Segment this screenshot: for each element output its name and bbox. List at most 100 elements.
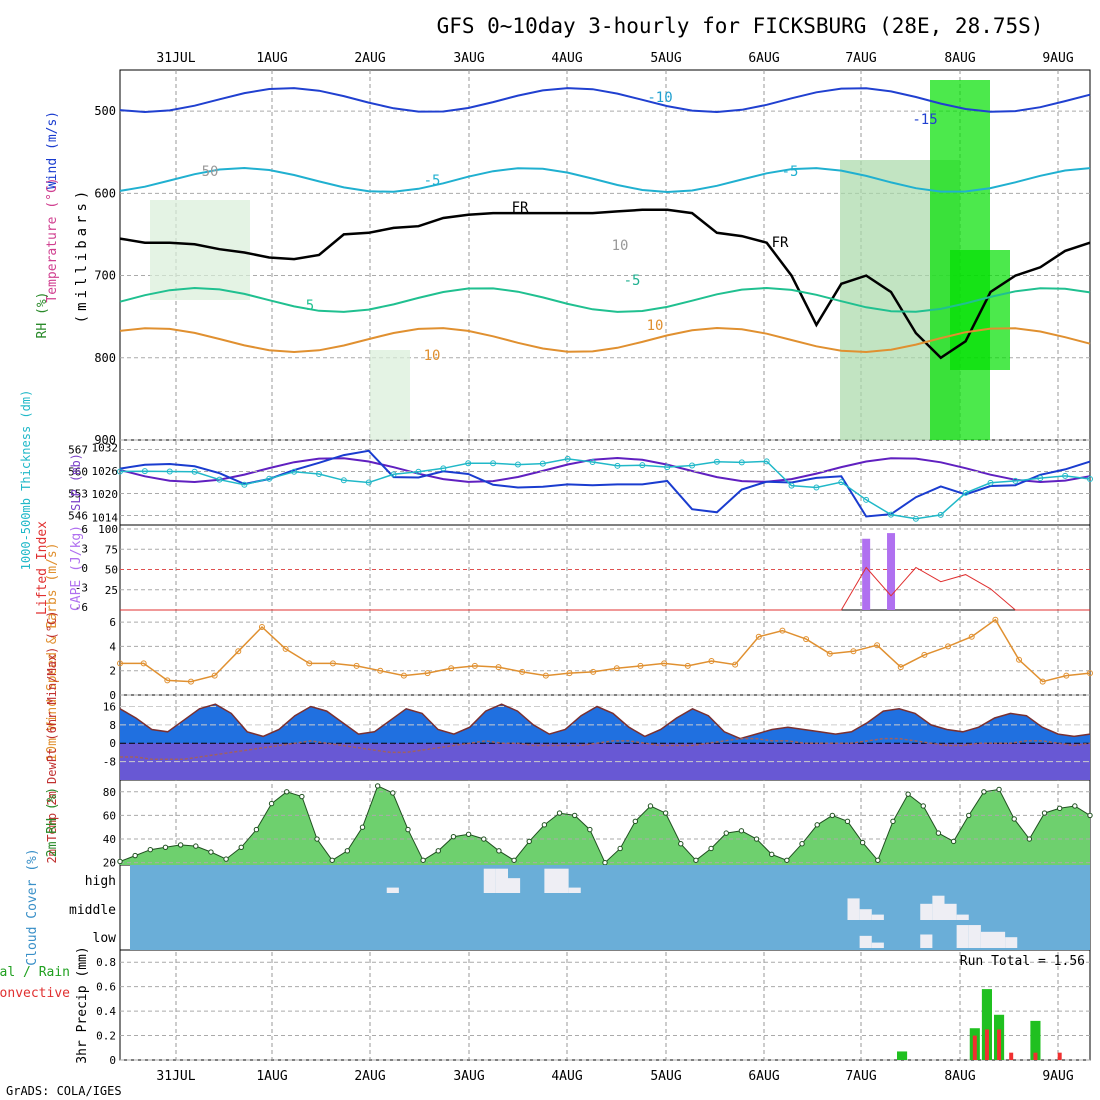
contour-label: 10 [424,348,441,364]
rh-point [496,848,502,854]
rh-point [920,803,926,809]
thickness-point [1087,476,1093,483]
rh-point [632,818,639,825]
wind-speed-point [1087,670,1093,677]
cape-frame [119,524,1091,611]
wind-speed-point [921,651,928,658]
wind-tick: 4 [109,640,116,653]
thickness-point [266,475,273,482]
thickness-point [713,458,720,465]
cape-tick: 75 [105,543,118,556]
rh-tick: 80 [103,786,116,799]
cloud-bar [871,914,884,920]
freezing-level-line [119,208,1091,360]
wind-speed-point [424,670,431,677]
rh-point [374,783,381,789]
thickness-point [340,477,347,484]
rh-point [905,791,911,797]
pressure-tick: 700 [94,269,116,283]
slp-tick: 1026 [92,465,119,478]
rh-point [147,846,154,853]
contour-label: -5 [624,273,641,289]
lifted-tick: -6 [75,601,88,614]
rh-point [693,857,699,863]
wind-speed-point [495,664,502,671]
cloud-bar [508,878,521,893]
wind-speed-point [1039,678,1046,685]
wind-tick: 2 [109,665,116,678]
rh-point [678,841,684,847]
contour-label: 50 [202,164,219,180]
temperature-contour [119,166,1091,194]
rh-point [571,812,578,819]
lifted-tick: -3 [75,582,88,595]
wind-speed-point [803,636,810,643]
slp-tick: 1020 [92,488,119,501]
rh-point [1026,836,1033,842]
contour-label: -5 [782,164,799,180]
wind-speed-point [258,624,265,630]
thickness-point [117,468,123,475]
thickness-point [589,459,596,466]
rh-point [450,833,457,840]
rh-point [526,838,532,845]
thickness-point [763,458,770,465]
wind-speed-point [1063,672,1070,679]
thickness-point [888,511,895,518]
wind-speed-point [590,668,597,675]
cloud-bar [920,934,933,948]
date-label-bottom: 7AUG [845,1069,876,1084]
thickness-point [315,471,322,477]
run-total: Run Total = 1.56 [960,954,1085,969]
thickness-point [738,459,745,466]
thickness-point [788,482,795,489]
rh-point [314,836,320,842]
thickness-point [539,460,546,467]
wind-speed-point [637,662,644,669]
wind-speed-point [779,627,786,634]
thickness-point [191,468,198,475]
cloud-bar [871,942,884,948]
upper-rh-label: RH (%) [35,292,50,339]
wind-speed-point [1016,656,1023,663]
rh-point [769,851,775,858]
precip-convective-bar [1057,1052,1062,1060]
pressure-tick: 500 [94,104,116,118]
date-label-top: 1AUG [256,51,287,66]
thickness-point [241,481,248,488]
contour-label: FR [772,235,789,251]
cloud-bar [556,868,569,893]
date-label-bottom: 3AUG [453,1069,484,1084]
rh-point [541,822,548,828]
date-label-top: 5AUG [650,51,681,66]
precip-label: 3hr Precip (mm) [75,946,90,1063]
wind-speed-point [329,660,336,667]
precip-tick: 0 [109,1054,116,1067]
rh-point [329,857,335,863]
precip-convective-bar [997,1029,1002,1060]
cloud-bar [544,868,557,893]
rh-point [359,824,366,830]
thickness-point [490,460,497,467]
thickness-point [863,496,870,503]
wind-frame [119,609,1091,696]
cloud-bar [483,868,496,893]
pressure-tick: 900 [94,433,116,447]
precip-convective-bar [1033,1052,1038,1060]
cloud-bar [386,887,399,893]
contour-label: -15 [912,112,937,128]
wind-speed-point [566,670,573,677]
precip-convective-bar [1009,1052,1014,1060]
cloud-bar [932,895,945,920]
rh-point [193,843,199,849]
thickness-point [365,479,372,486]
precip-legend-total: Total / Rain [0,965,70,980]
upper-ylabel: (millibars) [74,187,90,324]
thickness-point [937,511,944,518]
rh-point [966,812,972,819]
wind-speed-point [353,662,360,669]
temperature-contour [119,456,1091,484]
temperature-contour [119,286,1091,313]
rh-point [859,839,866,846]
date-label-top: 9AUG [1042,51,1073,66]
